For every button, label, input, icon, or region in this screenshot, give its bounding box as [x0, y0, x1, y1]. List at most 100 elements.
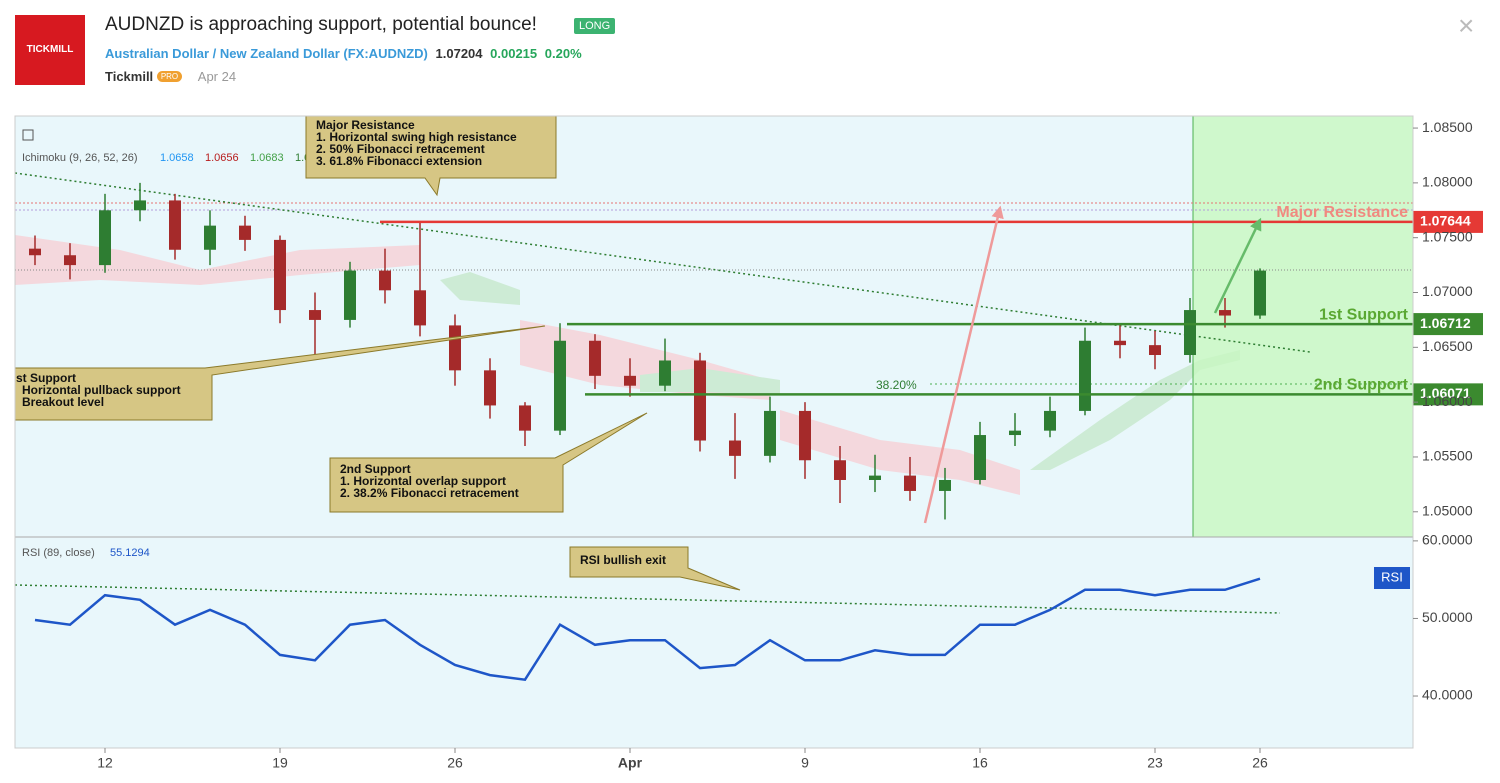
- candle-body: [63, 255, 76, 266]
- level-price-box: [1413, 210, 1483, 233]
- rsi-line: [34, 577, 1261, 682]
- level-name: Major Resistance: [1276, 204, 1408, 221]
- level-price: 1.06712: [1420, 315, 1471, 331]
- rsi-value: 55.1294: [110, 547, 150, 559]
- indicator-value: 1.0683: [250, 152, 284, 164]
- y-tick-label: 1.08000: [1422, 174, 1473, 190]
- candle-body: [1079, 340, 1092, 411]
- level-price-box: [1413, 313, 1483, 336]
- badge: LONG: [574, 18, 616, 34]
- arrow: [923, 205, 1004, 524]
- rsi-badge-text: RSI: [1381, 569, 1403, 584]
- close-button[interactable]: ×: [1458, 10, 1475, 41]
- candle-body: [448, 325, 461, 371]
- candle-body: [203, 225, 216, 250]
- candle-body: [1219, 310, 1232, 316]
- candle-body: [238, 225, 251, 240]
- y-tick-label: 1.08500: [1422, 119, 1473, 135]
- rsi-label: RSI (89, close): [22, 547, 95, 559]
- change-pct: 0.20%: [544, 46, 582, 61]
- x-tick-label: 12: [97, 755, 113, 771]
- candle-body: [799, 410, 812, 461]
- x-tick-label: 19: [272, 755, 288, 771]
- candle-body: [1254, 270, 1267, 316]
- indicator-label: Ichimoku (9, 26, 52, 26): [22, 152, 138, 164]
- collapse-button[interactable]: [22, 129, 34, 141]
- symbol[interactable]: (FX:AUDNZD): [343, 46, 428, 61]
- ichimoku-cloud: [15, 235, 1240, 495]
- author-badge: PRO: [156, 71, 183, 82]
- y-tick-label: 50.0000: [1422, 609, 1473, 625]
- candle-body: [834, 460, 847, 480]
- level-name: 1st Support: [1319, 306, 1409, 323]
- logo: TICKMILL: [15, 15, 85, 85]
- candle-body: [764, 410, 777, 456]
- instrument[interactable]: Australian Dollar / New Zealand Dollar: [105, 46, 340, 61]
- x-tick-label: Apr: [618, 755, 643, 771]
- target-zone: [1193, 116, 1413, 537]
- y-tick-label: 1.05500: [1422, 448, 1473, 464]
- candle-body: [694, 360, 706, 441]
- main-panel: [15, 116, 1413, 537]
- candle-body: [553, 340, 566, 431]
- callout-text: 2nd Support: [340, 462, 411, 476]
- candle-body: [168, 200, 181, 250]
- candle-body: [483, 370, 496, 406]
- callout-text: 1. Horizontal overlap support: [340, 474, 506, 488]
- callout-text: RSI bullish exit: [580, 553, 666, 567]
- rsi-panel: [15, 537, 1413, 748]
- y-tick-label: 40.0000: [1422, 687, 1473, 703]
- x-tick-label: 23: [1147, 755, 1163, 771]
- candle-body: [904, 475, 917, 491]
- level-price-box: [1413, 383, 1483, 406]
- callout-text: 3. 61.8% Fibonacci extension: [316, 154, 482, 168]
- candle-body: [623, 375, 636, 386]
- fib-label: 38.20%: [876, 378, 917, 392]
- callout: 2nd Support 1. Horizontal overlap suppor…: [329, 412, 648, 513]
- y-tick-label: 1.07500: [1422, 228, 1473, 244]
- y-tick-label: 1.05000: [1422, 502, 1473, 518]
- candle-body: [869, 475, 882, 480]
- callout-text: Breakout level: [22, 395, 104, 409]
- x-tick-label: 26: [1252, 755, 1268, 771]
- indicator-value: 1.0656: [205, 152, 239, 164]
- callout: RSI bullish exit: [569, 546, 741, 591]
- callout-text: st Support: [16, 371, 76, 385]
- x-tick-label: 26: [447, 755, 463, 771]
- candle-body: [98, 210, 111, 266]
- title: AUDNZD is approaching support, potential…: [105, 14, 537, 35]
- callout: Major Resistance 1. Horizontal swing hig…: [305, 115, 557, 197]
- x-tick-label: 16: [972, 755, 988, 771]
- callout-text: 2. 50% Fibonacci retracement: [316, 142, 485, 156]
- candle-body: [974, 435, 987, 480]
- x-tick-label: 9: [801, 755, 809, 771]
- candle-body: [588, 340, 601, 376]
- candle-body: [133, 200, 146, 211]
- indicator-value: 1.0658: [160, 152, 194, 164]
- callout-text: Major Resistance: [316, 118, 415, 132]
- y-tick-label: 1.07000: [1422, 283, 1473, 299]
- instrument-line: Australian Dollar / New Zealand Dollar (…: [105, 46, 582, 61]
- y-tick-label: 1.06000: [1422, 393, 1473, 409]
- rsi-badge: [1374, 567, 1410, 589]
- price: 1.07204: [435, 46, 483, 61]
- frame: [14, 115, 1414, 749]
- candle-body: [1184, 310, 1197, 356]
- candle-body: [658, 360, 671, 386]
- candle-body: [1149, 345, 1162, 356]
- y-tick-label: 1.06500: [1422, 338, 1473, 354]
- callout-text: Horizontal pullback support: [22, 383, 181, 397]
- callout-text: 1. Horizontal swing high resistance: [316, 130, 517, 144]
- change: 0.00215: [490, 46, 538, 61]
- level-price: 1.07644: [1420, 213, 1471, 229]
- candle-body: [308, 310, 321, 320]
- candle-body: [413, 290, 426, 326]
- candle-body: [729, 440, 741, 456]
- candle-body: [1009, 430, 1022, 436]
- candle-body: [518, 405, 531, 431]
- author[interactable]: Tickmill: [105, 69, 154, 84]
- candle-body: [273, 239, 286, 311]
- candle-body: [343, 270, 356, 320]
